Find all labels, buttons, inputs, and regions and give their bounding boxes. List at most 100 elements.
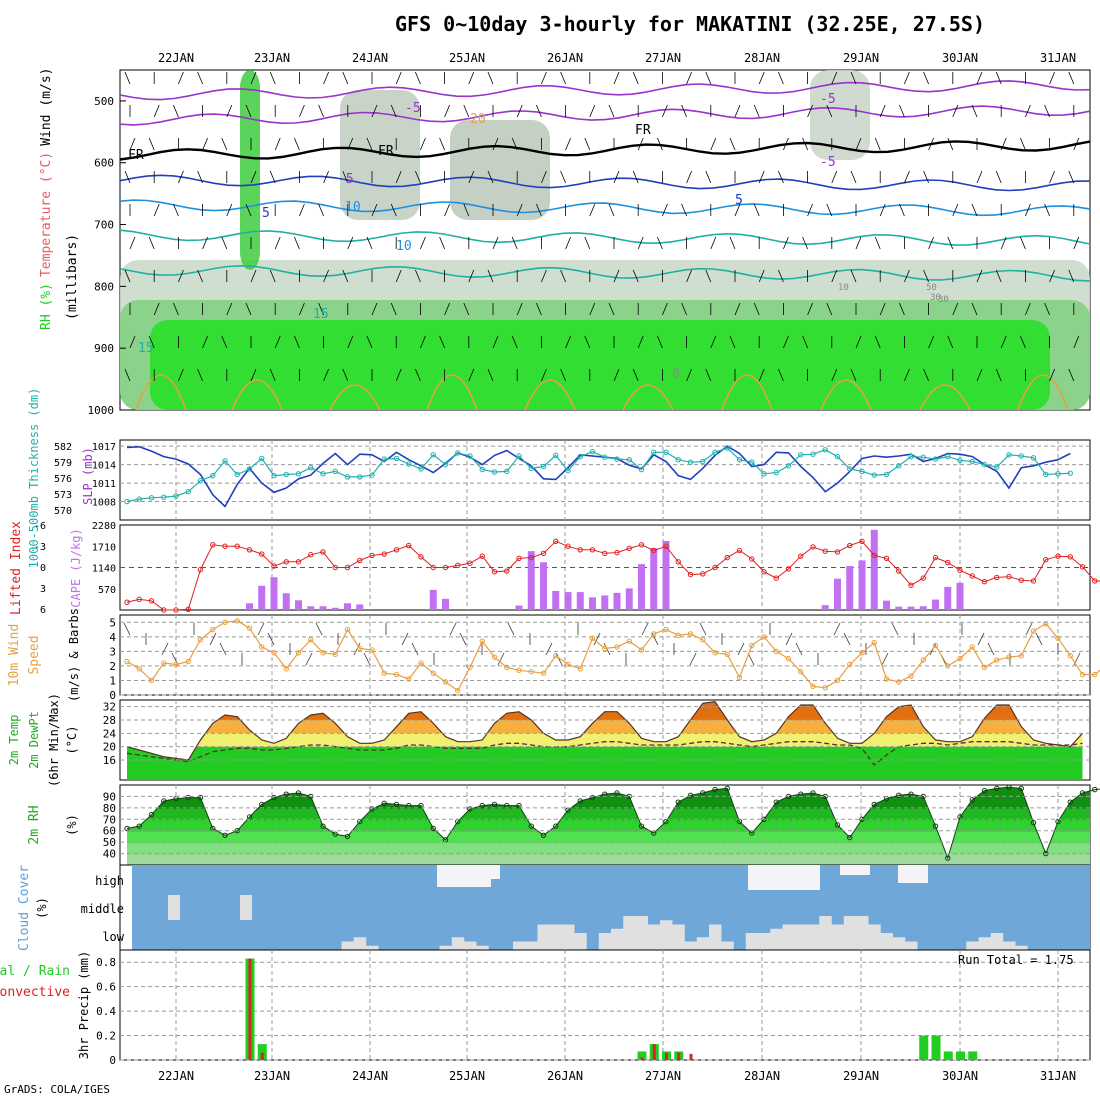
wind-barb (153, 104, 160, 118)
lifted-index-line-point (675, 559, 681, 565)
thickness-line-point (589, 448, 596, 455)
lifted-index-line-point (945, 559, 951, 566)
convective-precip-bar (248, 958, 252, 1060)
wind-barb (952, 104, 959, 118)
wind-barb (874, 137, 881, 151)
wind-barb (1000, 236, 1007, 250)
date-label-top: 31JAN (1040, 51, 1076, 65)
upper-tick-label: 900 (94, 342, 114, 355)
lifted-index-line-point (540, 550, 547, 557)
wind-barb (560, 170, 566, 184)
temperature-contour (119, 140, 1091, 161)
low-cloud-bar (647, 924, 661, 950)
wind-speed-line-point (847, 661, 853, 668)
lifted-index-line-point (969, 573, 975, 579)
wind-barb (353, 642, 361, 656)
wind-barb (928, 335, 934, 349)
cape-bar (344, 603, 351, 610)
wind-barb (560, 71, 566, 85)
wind-barb (686, 269, 692, 283)
cape-bar (319, 606, 327, 610)
wind-barb (299, 104, 305, 118)
contour-label: -5 (338, 172, 354, 187)
wind-barb (758, 170, 765, 184)
wind-barb (178, 170, 184, 184)
wind-barb (874, 335, 881, 349)
wind-barb (584, 335, 591, 349)
wind-barb (681, 203, 687, 217)
date-label-bottom: 28JAN (744, 1069, 780, 1083)
wind-barb (705, 368, 712, 382)
panel-label: 1000-500mb Thickness (dm) (27, 388, 41, 569)
wind-speed-line-point (773, 648, 779, 655)
wind-speed-line-point (442, 679, 449, 685)
wind-barb (1073, 335, 1080, 349)
low-cloud-bar (709, 924, 722, 950)
wind-barb (202, 335, 208, 349)
wind-barb (342, 170, 349, 184)
wind-barb (178, 71, 184, 85)
lifted-index-line-point (724, 554, 730, 561)
wind-barb (729, 236, 736, 250)
wind-speed-line-point (479, 638, 485, 644)
cape-bar (442, 598, 449, 610)
wind-barb (947, 137, 954, 151)
thickness-line-point (712, 449, 718, 456)
rh-line-point (540, 832, 547, 838)
tick-label: 80 (103, 802, 116, 815)
wind-barb (390, 203, 397, 217)
wind-barb (197, 368, 203, 382)
wind-barb (129, 137, 136, 151)
wind-barb (1025, 203, 1031, 217)
wind-barb (1025, 302, 1031, 316)
wind-barb (395, 368, 402, 382)
wind-barb (802, 335, 808, 349)
rh-line-point (369, 806, 375, 812)
low-cloud-bar (353, 937, 367, 950)
wind-barb (807, 203, 813, 217)
wind-barb (129, 335, 136, 349)
wind-barb (891, 622, 899, 636)
wind-barb (123, 622, 131, 636)
date-label-top: 30JAN (942, 51, 978, 65)
cape-bar (246, 603, 253, 610)
low-cloud-bar (684, 941, 697, 950)
wind-barb (1025, 104, 1031, 118)
lifted-index-line-point (393, 547, 400, 553)
upper-ylabel-part: Temperature (°C) (39, 152, 54, 277)
temperature-contour (1017, 374, 1069, 411)
wind-panel: 5 43 21 0 10m Wind Speed (m/s) & Barbs (7, 608, 1100, 702)
wind-speed-line-point (798, 669, 804, 675)
rh-line-point (773, 799, 779, 805)
middle-cloud-bar (240, 895, 252, 920)
thickness-line-point (724, 445, 730, 451)
wind-barb (420, 137, 426, 151)
wind-barb (516, 302, 523, 316)
wind-barb (492, 236, 499, 250)
wind-barb (737, 642, 745, 656)
wind-barb (904, 71, 910, 85)
wind-barb (976, 269, 983, 283)
wind-barb (778, 368, 784, 382)
low-cloud-bar (451, 937, 465, 950)
date-label-bottom: 24JAN (352, 1069, 388, 1083)
lifted-index-line-point (798, 553, 804, 559)
cape-bar (356, 604, 364, 610)
wind-speed-line-point (638, 647, 645, 653)
lifted-index-line (126, 540, 1100, 611)
wind-barb (641, 622, 649, 636)
tick-label: 90 (103, 790, 116, 803)
tick-label: 0.8 (96, 956, 116, 969)
low-cloud-bar (745, 933, 759, 950)
lifted-index-line-point (1079, 564, 1086, 570)
lifted-index-line-point (553, 538, 559, 544)
wind-barb (976, 71, 983, 85)
thickness-line-point (418, 466, 424, 472)
wind-barb (468, 71, 475, 85)
wind-barb (415, 71, 421, 85)
total-precip-bar (931, 1035, 941, 1060)
wind-barb (221, 335, 228, 349)
rh-shading (150, 320, 1050, 410)
wind-barb (632, 71, 639, 85)
cloud-level-label: high (95, 874, 124, 888)
